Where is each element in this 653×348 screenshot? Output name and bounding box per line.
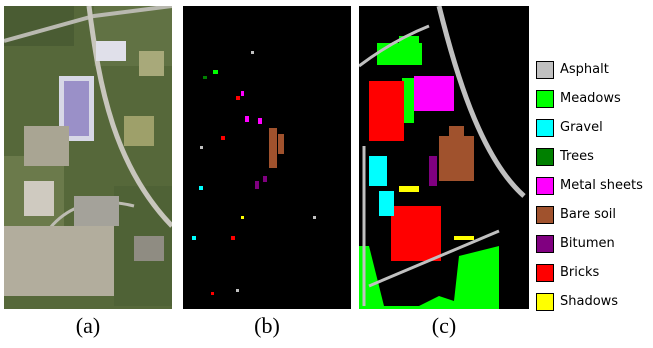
legend-item-bare-soil: Bare soil [536,200,651,229]
legend-swatch [536,292,554,311]
legend-item-bitumen: Bitumen [536,229,651,258]
legend-swatch [536,89,554,108]
classification-map-graphic [359,6,529,309]
legend-label: Metal sheets [560,178,643,193]
sample-map-graphic [183,6,351,309]
aerial-image-graphic [4,6,172,309]
legend-swatch [536,234,554,253]
legend-label: Trees [560,149,594,164]
legend-item-asphalt: Asphalt [536,55,651,84]
legend-label: Bricks [560,265,600,280]
caption-c: (c) [431,313,457,338]
legend-label: Asphalt [560,62,609,77]
caption-a: (a) [75,313,101,338]
caption-b: (b) [254,313,280,338]
legend: Asphalt Meadows Gravel Trees Metal sheet… [536,55,651,316]
legend-swatch [536,263,554,282]
legend-item-trees: Trees [536,142,651,171]
aerial-image [4,6,172,309]
legend-item-gravel: Gravel [536,113,651,142]
classification-map [359,6,529,309]
legend-label: Bitumen [560,236,615,251]
legend-swatch [536,176,554,195]
legend-swatch [536,147,554,166]
legend-swatch [536,118,554,137]
sample-map [183,6,351,309]
legend-item-bricks: Bricks [536,258,651,287]
legend-label: Gravel [560,120,603,135]
legend-label: Meadows [560,91,621,106]
legend-item-shadows: Shadows [536,287,651,316]
legend-label: Shadows [560,294,619,309]
legend-item-metal-sheets: Metal sheets [536,171,651,200]
legend-item-meadows: Meadows [536,84,651,113]
legend-label: Bare soil [560,207,617,222]
legend-swatch [536,60,554,79]
legend-swatch [536,205,554,224]
